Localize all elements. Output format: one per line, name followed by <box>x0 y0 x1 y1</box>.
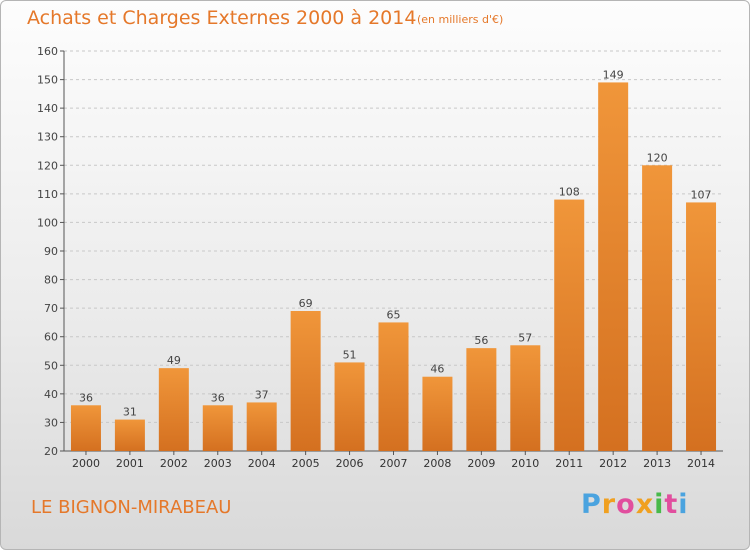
data-label: 36 <box>211 391 225 404</box>
bar <box>202 405 233 451</box>
data-labels: 36 31 49 36 37 69 51 65 46 56 57 108 149 120 107 <box>79 68 712 418</box>
bar <box>114 419 145 451</box>
y-tick-label: 30 <box>44 416 58 429</box>
commune-name: LE BIGNON-MIRABEAU <box>31 497 232 518</box>
logo-letter: i <box>678 489 689 520</box>
data-label: 31 <box>123 406 137 419</box>
bar <box>554 199 585 451</box>
y-tick-label: 20 <box>44 445 58 458</box>
x-tick-label: 2002 <box>160 457 188 470</box>
chart-title: Achats et Charges Externes 2000 à 2014 <box>27 7 417 29</box>
data-label: 65 <box>387 308 401 321</box>
data-label: 36 <box>79 391 93 404</box>
logo-letter: t <box>664 489 679 520</box>
bar <box>70 405 101 451</box>
bar <box>378 322 409 451</box>
x-tick-label: 2008 <box>423 457 451 470</box>
x-tick-label: 2009 <box>467 457 495 470</box>
y-tick-label: 120 <box>37 159 58 172</box>
data-label: 107 <box>691 188 712 201</box>
x-tick-label: 2003 <box>204 457 232 470</box>
y-tick-labels: 20 30 40 50 60 70 80 90 100 110 120 130 140 150 160 <box>37 45 64 458</box>
logo-letter: o <box>616 489 636 520</box>
y-tick-label: 110 <box>37 188 58 201</box>
bar <box>158 368 189 451</box>
y-tick-label: 40 <box>44 388 58 401</box>
logo-letter: i <box>654 489 665 520</box>
logo-letter: P <box>581 489 602 520</box>
y-tick-label: 80 <box>44 274 58 287</box>
bar <box>686 202 717 451</box>
data-label: 108 <box>559 186 580 199</box>
x-tick-label: 2006 <box>336 457 364 470</box>
x-tick-label: 2005 <box>292 457 320 470</box>
data-label: 69 <box>299 297 313 310</box>
x-tick-label: 2014 <box>687 457 715 470</box>
bar <box>510 345 541 451</box>
data-label: 51 <box>343 348 357 361</box>
data-label: 120 <box>647 151 668 164</box>
x-tick-label: 2000 <box>72 457 100 470</box>
data-label: 46 <box>430 363 444 376</box>
data-label: 149 <box>603 68 624 81</box>
y-tick-label: 160 <box>37 45 58 58</box>
x-tick-label: 2004 <box>248 457 276 470</box>
bar <box>290 311 321 451</box>
bar <box>334 362 365 451</box>
y-tick-label: 140 <box>37 102 58 115</box>
y-tick-label: 100 <box>37 216 58 229</box>
y-tick-label: 60 <box>44 331 58 344</box>
bar <box>246 402 277 451</box>
data-label: 49 <box>167 354 181 367</box>
logo-letter: x <box>635 489 655 520</box>
x-tick-label: 2010 <box>511 457 539 470</box>
x-tick-label: 2001 <box>116 457 144 470</box>
y-tick-label: 70 <box>44 302 58 315</box>
x-tick-label: 2007 <box>380 457 408 470</box>
data-label: 56 <box>474 334 488 347</box>
bar-chart: 20 30 40 50 60 70 80 90 100 110 120 130 140 150 160 36… <box>37 45 723 470</box>
x-tick-labels: 2000 2001 2002 2003 2004 2005 2006 2007 2008 2009… <box>72 451 715 470</box>
y-tick-label: 150 <box>37 74 58 87</box>
x-tick-label: 2011 <box>555 457 583 470</box>
x-tick-label: 2013 <box>643 457 671 470</box>
y-tick-label: 50 <box>44 359 58 372</box>
bars <box>70 82 717 452</box>
bar <box>598 82 629 451</box>
chart-subtitle: (en milliers d'€) <box>417 13 504 26</box>
logo-letter: r <box>601 489 617 520</box>
x-tick-label: 2012 <box>599 457 627 470</box>
data-label: 37 <box>255 388 269 401</box>
proxiti-logo: Proxiti <box>581 489 689 520</box>
bar <box>642 165 673 452</box>
y-tick-label: 130 <box>37 131 58 144</box>
data-label: 57 <box>518 331 532 344</box>
bar <box>422 376 453 451</box>
bar <box>466 348 497 451</box>
y-tick-label: 90 <box>44 245 58 258</box>
